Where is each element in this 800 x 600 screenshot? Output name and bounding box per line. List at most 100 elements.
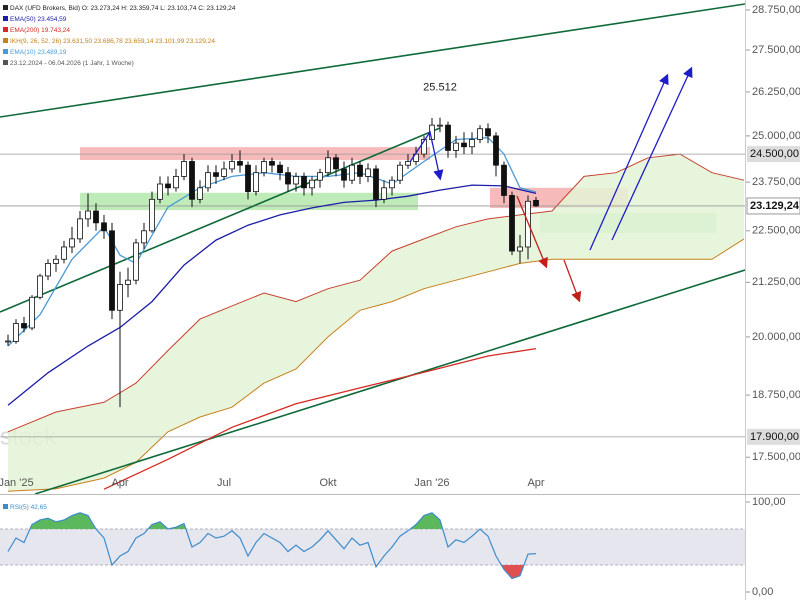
candle-body — [405, 161, 411, 166]
price-axis-panel — [746, 0, 800, 600]
candle-body — [77, 218, 83, 240]
candle-body — [381, 187, 387, 200]
candle-body — [149, 198, 155, 232]
legend-text-part: IKH(9, 26, 52, 26) — [10, 38, 63, 45]
legend-text-part: EMA(200) — [10, 27, 41, 34]
arrows — [409, 66, 693, 303]
rsi-band — [0, 529, 745, 565]
candle-body — [373, 168, 379, 200]
y-tick-label: 23.750,00 — [752, 176, 800, 188]
y-tick-label: 25.000,00 — [752, 130, 800, 142]
y-tick-label: 21.250,00 — [752, 276, 800, 288]
y-tick-label: 20.000,00 — [752, 331, 800, 343]
legend-text-part: 23.631,50 23.686,78 23.659,14 23.101,99 … — [63, 38, 215, 45]
candle-body — [453, 142, 459, 151]
candle-body — [157, 183, 163, 200]
price-axis: 28.750,00 27.500,00 26.250,00 25.000,00 23.7… — [746, 4, 800, 463]
candle-body — [485, 128, 491, 137]
y-tick-label: 27.500,00 — [752, 44, 800, 56]
legend-swatch — [3, 5, 8, 10]
arrow — [409, 130, 444, 181]
legend-text-part: O: 23.273,24 H: 23.359,74 L: 23.103,74 C… — [82, 5, 236, 12]
candle-body — [165, 183, 171, 189]
candle-body — [133, 242, 139, 281]
candle-body — [61, 246, 67, 260]
candle-body — [533, 199, 539, 207]
legend-text-part: 23.489,19 — [37, 49, 66, 56]
candle-body — [309, 179, 315, 189]
candle-body — [269, 161, 275, 166]
candle-body — [397, 164, 403, 181]
candle-body — [365, 168, 371, 177]
candle-body — [125, 279, 131, 285]
annotation: 25.512 — [423, 82, 457, 94]
rsi-overbought-fill — [8, 512, 536, 529]
candle-body — [349, 164, 355, 181]
candle-body — [245, 164, 251, 193]
candle-body — [341, 168, 347, 181]
zone — [80, 147, 430, 161]
indicator-line — [7, 184, 537, 406]
rsi-line — [7, 512, 537, 580]
legend-swatch — [3, 16, 8, 21]
legend-text-part: 23.454,59 — [37, 16, 66, 23]
rsi-y-tick-label: 100,00 — [752, 496, 786, 508]
candle-body — [85, 210, 91, 220]
candle-body — [461, 142, 467, 148]
x-tick-label: Jan '26 — [414, 477, 449, 489]
candle-body — [181, 161, 187, 177]
legend-text-part: RSI(5) — [10, 504, 31, 511]
legend-swatch — [3, 38, 8, 43]
trend-line — [34, 269, 745, 494]
candle-body — [109, 230, 115, 311]
cloud-fill — [8, 154, 744, 492]
price-label-box — [747, 146, 800, 163]
x-tick-label: Okt — [319, 477, 336, 489]
candle-body — [29, 296, 35, 329]
arrow — [611, 66, 693, 241]
candle-body — [93, 210, 99, 224]
legend-entry: DAX (UFD Brokers, Bid) O: 23.273,24 H: 2… — [10, 5, 236, 12]
candle-body — [53, 258, 59, 264]
arrow — [516, 195, 548, 269]
candle-body — [445, 124, 451, 151]
candle-body — [301, 176, 307, 189]
price-label-box — [747, 428, 800, 445]
candle-body — [277, 164, 283, 174]
candle-body — [253, 172, 259, 193]
candle-body — [285, 172, 291, 185]
legend-text-part: 19.743,24 — [41, 27, 70, 34]
candle-body — [357, 164, 363, 177]
candle-body — [69, 238, 75, 248]
legend-entry: IKH(9, 26, 52, 26) 23.631,50 23.686,78 2… — [10, 38, 215, 45]
legend-entry: 23.12.2024 - 06.04.2026 (1 Jahr, 1 Woche… — [10, 60, 134, 67]
arrow — [563, 259, 582, 303]
candle-body — [141, 230, 147, 244]
legend-swatch — [3, 60, 8, 65]
legend-text-part: DAX (UFD Brokers, Bid) — [10, 5, 82, 12]
y-tick-label: 28.750,00 — [752, 4, 800, 16]
candle-body — [493, 135, 499, 166]
candle-body — [21, 323, 27, 329]
candle-body — [261, 161, 267, 174]
rsi-panel: RSI(5) 42,65 — [0, 504, 745, 580]
candle-body — [501, 164, 507, 196]
candle-body — [189, 161, 195, 200]
arrow — [589, 73, 669, 251]
cloud-lower-line — [7, 238, 745, 492]
indicator-line — [103, 347, 537, 490]
y-tick-label: 26.250,00 — [752, 86, 800, 98]
main-back — [0, 147, 745, 492]
candle-body — [333, 157, 339, 170]
candle-body — [421, 139, 427, 155]
candle-body — [5, 340, 11, 343]
legend-entry: EMA(200) 19.743,24 — [10, 27, 70, 34]
x-tick-label: Apr — [527, 477, 544, 489]
price-label: 23.129,24 — [750, 200, 800, 212]
legend-swatch — [3, 49, 8, 54]
legend-text-part: EMA(10) — [10, 49, 37, 56]
candle-body — [205, 172, 211, 189]
x-tick-label: Jul — [217, 477, 231, 489]
candle-body — [293, 176, 299, 185]
